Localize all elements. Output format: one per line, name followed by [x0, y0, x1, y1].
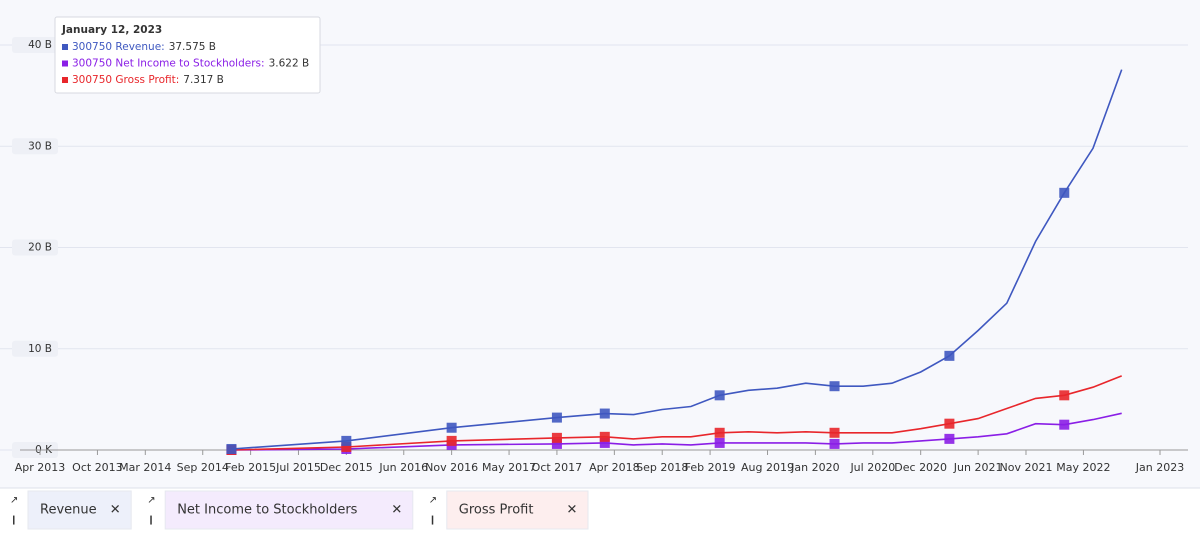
- tooltip: January 12, 2023 300750 Revenue: 37.575 B…: [54, 16, 321, 94]
- y-tick-badge: [12, 340, 58, 357]
- x-tick-label: Jun 2016: [378, 461, 428, 474]
- series-marker: [599, 431, 610, 442]
- tooltip-item: 300750 Net Income to Stockholders: 3.622 …: [72, 58, 309, 70]
- tooltip-swatch: [62, 77, 68, 83]
- x-tick-label: Jan 2020: [790, 461, 839, 474]
- series-marker: [551, 412, 562, 423]
- series-marker: [341, 441, 352, 452]
- series-line: [231, 69, 1123, 450]
- tooltip-swatch: [62, 60, 68, 67]
- series-marker: [341, 435, 352, 446]
- tooltip-item-value: 37.575 B: [169, 41, 216, 53]
- series-marker: [829, 381, 840, 392]
- series-marker: [829, 438, 840, 449]
- tooltip-item-name: 300750 Revenue:: [72, 41, 165, 53]
- y-tick-label: 20 B: [28, 242, 52, 254]
- y-tick-label: 30 B: [28, 140, 52, 152]
- series-marker: [226, 443, 237, 454]
- chart-type-icon: ↗: [10, 495, 18, 506]
- legend-chip-box: [164, 490, 414, 530]
- x-tick-label: Apr 2018: [589, 461, 640, 474]
- series-marker: [944, 418, 955, 429]
- x-tick-label: Nov 2016: [425, 461, 478, 474]
- chart-type-icon: ↗: [147, 495, 155, 506]
- series-marker: [714, 427, 725, 438]
- x-tick-label: Aug 2019: [741, 461, 794, 474]
- series-marker: [1059, 419, 1070, 430]
- tooltip-item-value: 3.622 B: [269, 58, 310, 70]
- legend-remove: ✕: [567, 503, 578, 518]
- series-marker: [599, 408, 610, 419]
- legend-label: Revenue: [40, 503, 97, 518]
- series-marker: [551, 438, 562, 449]
- x-tick-label: Jun 2021: [953, 461, 1003, 474]
- x-tick-label: Dec 2015: [320, 461, 373, 474]
- x-tick-label: Oct 2017: [532, 461, 583, 474]
- x-tick-label: Jul 2015: [275, 461, 321, 474]
- series-marker: [446, 422, 457, 433]
- legend-label: Gross Profit: [459, 503, 534, 518]
- tooltip-item-name: 300750 Gross Profit:: [72, 74, 179, 86]
- legend-remove: ✕: [391, 503, 402, 518]
- series-marker: [551, 432, 562, 443]
- chart-type-icon: ❙: [429, 516, 437, 526]
- series-marker: [944, 350, 955, 361]
- x-tick-label: Jan 2023: [1135, 461, 1184, 474]
- legend-chip-box: [27, 490, 132, 530]
- series-marker: [1059, 187, 1070, 198]
- chart-type-icon: ❙: [147, 516, 155, 526]
- x-tick-label: Feb 2015: [225, 461, 276, 474]
- x-tick-label: Dec 2020: [894, 461, 947, 474]
- legend-label: Net Income to Stockholders: [177, 503, 357, 518]
- x-tick-label: Sep 2014: [177, 461, 229, 474]
- legend-remove: ✕: [110, 503, 121, 518]
- x-tick-label: Jul 2020: [849, 461, 895, 474]
- tooltip-item-value: 7.317 B: [183, 74, 224, 86]
- tooltip-item: 300750 Revenue: 37.575 B: [72, 41, 216, 53]
- x-tick-label: Mar 2014: [119, 461, 171, 474]
- tooltip-title: January 12, 2023: [61, 24, 162, 36]
- y-tick-label: 10 B: [28, 343, 52, 355]
- tooltip-item-name: 300750 Net Income to Stockholders:: [72, 58, 265, 70]
- y-tick-badge: [12, 239, 58, 256]
- series-marker: [944, 433, 955, 444]
- series-marker: [714, 390, 725, 401]
- tooltip-swatch: [62, 44, 68, 50]
- series-marker: [1059, 390, 1070, 401]
- chart-type-icon: ❙: [10, 516, 18, 526]
- x-tick-label: Sep 2018: [636, 461, 688, 474]
- x-tick-label: Apr 2013: [15, 461, 66, 474]
- series-marker: [714, 437, 725, 448]
- legend-chip[interactable]: ↗ ❙ Revenue ✕: [10, 490, 132, 530]
- x-tick-label: Feb 2019: [685, 461, 736, 474]
- x-tick-label: May 2017: [482, 461, 536, 474]
- series-line: [231, 375, 1122, 451]
- legend-chip-box: [446, 490, 589, 530]
- chart-type-icon: ↗: [429, 495, 437, 506]
- x-tick-label: Oct 2013: [72, 461, 123, 474]
- tooltip-box: [54, 16, 321, 94]
- legend-chip[interactable]: ↗ ❙ Net Income to Stockholders ✕: [147, 490, 414, 530]
- y-tick-badge: [12, 37, 58, 53]
- tooltip-item: 300750 Gross Profit: 7.317 B: [72, 74, 224, 86]
- legend-chip[interactable]: ↗ ❙ Gross Profit ✕: [429, 490, 589, 530]
- series-line: [231, 412, 1122, 451]
- y-tick-badge: [12, 138, 58, 155]
- x-tick-label: Nov 2021: [999, 461, 1052, 474]
- x-tick-label: May 2022: [1056, 461, 1110, 474]
- y-tick-label: 40 B: [28, 39, 52, 51]
- series-marker: [829, 427, 840, 438]
- series-marker: [446, 435, 457, 446]
- series-marker: [599, 437, 610, 448]
